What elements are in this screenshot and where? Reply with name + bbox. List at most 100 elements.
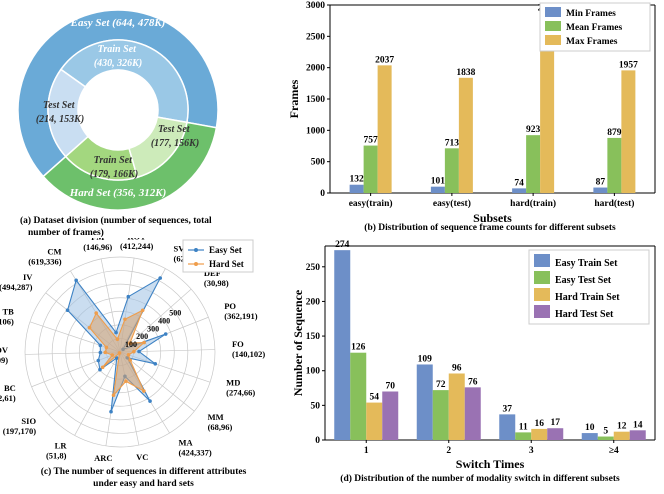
radar-point bbox=[109, 409, 113, 414]
train-easy-label: Train Set (430, 326K) bbox=[94, 44, 142, 69]
attribute-label: IV(494,287) bbox=[0, 272, 33, 292]
radar-point bbox=[104, 345, 109, 350]
y-tick-label: 150 bbox=[306, 332, 321, 342]
bar bbox=[350, 352, 367, 440]
radar-point bbox=[158, 276, 163, 280]
bar-value-label: 17 bbox=[551, 418, 561, 428]
bar-value-label: 132 bbox=[350, 175, 365, 185]
test-easy-label: Test Set (214, 153K) bbox=[36, 100, 84, 125]
legend: Easy Set Hard Set bbox=[182, 239, 254, 273]
caption-a-line1: (a) Dataset division (number of sequence… bbox=[20, 216, 212, 226]
bar-value-label: 1838 bbox=[456, 68, 475, 78]
x-tick-label: easy(train) bbox=[349, 198, 393, 209]
attribute-counts: (145,109) bbox=[0, 355, 8, 365]
caption-d: (d) Distribution of the number of modali… bbox=[340, 474, 620, 484]
y-tick-label: 1500 bbox=[306, 95, 325, 105]
bar bbox=[416, 364, 433, 440]
bar bbox=[621, 70, 636, 193]
radar-ring bbox=[24, 256, 216, 448]
attribute-counts: (51,8) bbox=[46, 450, 67, 460]
test-hard-name: Test Set bbox=[158, 124, 191, 135]
radar-point bbox=[142, 340, 146, 345]
attribute-name: BC bbox=[4, 383, 16, 393]
bar-value-label: 757 bbox=[364, 136, 379, 146]
radar-point bbox=[142, 389, 146, 393]
radar-point bbox=[128, 358, 132, 362]
radar-ring bbox=[78, 310, 162, 394]
attribute-name: CM bbox=[47, 246, 61, 256]
attribute-label: ARC(445,322) bbox=[87, 453, 120, 464]
attribute-label: DEF(30,98) bbox=[204, 268, 229, 288]
attribute-counts: (183,220) bbox=[126, 462, 159, 464]
attribute-counts: (494,287) bbox=[0, 282, 33, 292]
radar-ring bbox=[65, 297, 175, 407]
y-tick-label: 2000 bbox=[306, 64, 325, 74]
radar-spoke bbox=[119, 351, 195, 412]
test-easy-value: (214, 153K) bbox=[36, 114, 84, 125]
attribute-label: TB(153,106) bbox=[0, 306, 14, 326]
legend-swatch bbox=[545, 21, 561, 31]
radar-ring bbox=[38, 270, 202, 434]
attribute-name: ROT bbox=[127, 238, 146, 241]
bar-value-label: 923 bbox=[526, 125, 541, 135]
bar bbox=[515, 432, 532, 440]
legend-swatch bbox=[534, 288, 550, 301]
radar-point bbox=[126, 294, 131, 299]
attribute-label: BC(172,61) bbox=[0, 383, 16, 403]
bar bbox=[363, 145, 378, 193]
radar-point bbox=[87, 325, 92, 330]
attribute-name: TB bbox=[2, 306, 14, 316]
bar-value-label: 1957 bbox=[619, 60, 638, 70]
bar bbox=[512, 188, 527, 193]
y-tick-label: 0 bbox=[320, 189, 325, 199]
train-easy-ring bbox=[59, 39, 189, 124]
bar bbox=[458, 77, 473, 193]
attribute-label: ROT(412,244) bbox=[120, 238, 153, 251]
attribute-name: IV bbox=[23, 272, 33, 282]
attribute-label: MD(274,66) bbox=[226, 378, 255, 398]
attribute-label: VC(183,220) bbox=[126, 452, 159, 464]
attribute-name: PO bbox=[224, 301, 236, 311]
attribute-name: MM bbox=[208, 412, 224, 422]
bar bbox=[366, 402, 383, 440]
radar-point bbox=[126, 353, 131, 357]
attribute-counts: (362,191) bbox=[224, 311, 257, 321]
radar-point bbox=[132, 349, 136, 354]
legend-label: Hard Test Set bbox=[555, 309, 614, 320]
attribute-counts: (68,96) bbox=[208, 422, 233, 432]
legend-label: Min Frames bbox=[566, 9, 616, 19]
bar bbox=[349, 184, 364, 193]
legend-swatch bbox=[545, 35, 561, 45]
radar-point bbox=[111, 393, 116, 398]
bar bbox=[444, 148, 459, 193]
legend-marker bbox=[194, 248, 198, 252]
x-axis-label: Switch Times bbox=[456, 457, 525, 471]
bar bbox=[607, 137, 622, 193]
train-easy-name: Train Set bbox=[98, 44, 137, 55]
bar bbox=[540, 13, 555, 193]
bar-value-label: 2037 bbox=[375, 55, 394, 65]
radar-point bbox=[103, 350, 108, 355]
radar-point bbox=[114, 356, 119, 360]
radar-point bbox=[98, 350, 103, 355]
test-easy-name: Test Set bbox=[43, 100, 76, 111]
radar-point bbox=[137, 349, 141, 354]
radar-point bbox=[123, 317, 127, 322]
radar-point bbox=[117, 351, 122, 355]
attribute-name: ARC bbox=[94, 453, 112, 463]
bar-value-label: 879 bbox=[607, 128, 622, 138]
legend-label: Hard Set bbox=[209, 259, 244, 269]
attribute-counts: (412,244) bbox=[120, 241, 153, 251]
bar bbox=[613, 431, 630, 440]
radar-point bbox=[163, 332, 168, 336]
bar-value-label: 37 bbox=[503, 404, 513, 414]
y-tick-label: 500 bbox=[311, 158, 326, 168]
bar-value-label: 70 bbox=[386, 382, 396, 392]
test-hard-value: (177, 156K) bbox=[151, 138, 199, 149]
attribute-name: OV bbox=[0, 345, 9, 355]
bar bbox=[547, 428, 564, 440]
radar-point bbox=[65, 308, 70, 313]
easy-set-label: Easy Set (644, 478K) bbox=[70, 17, 166, 29]
attribute-counts: (424,337) bbox=[178, 448, 211, 458]
